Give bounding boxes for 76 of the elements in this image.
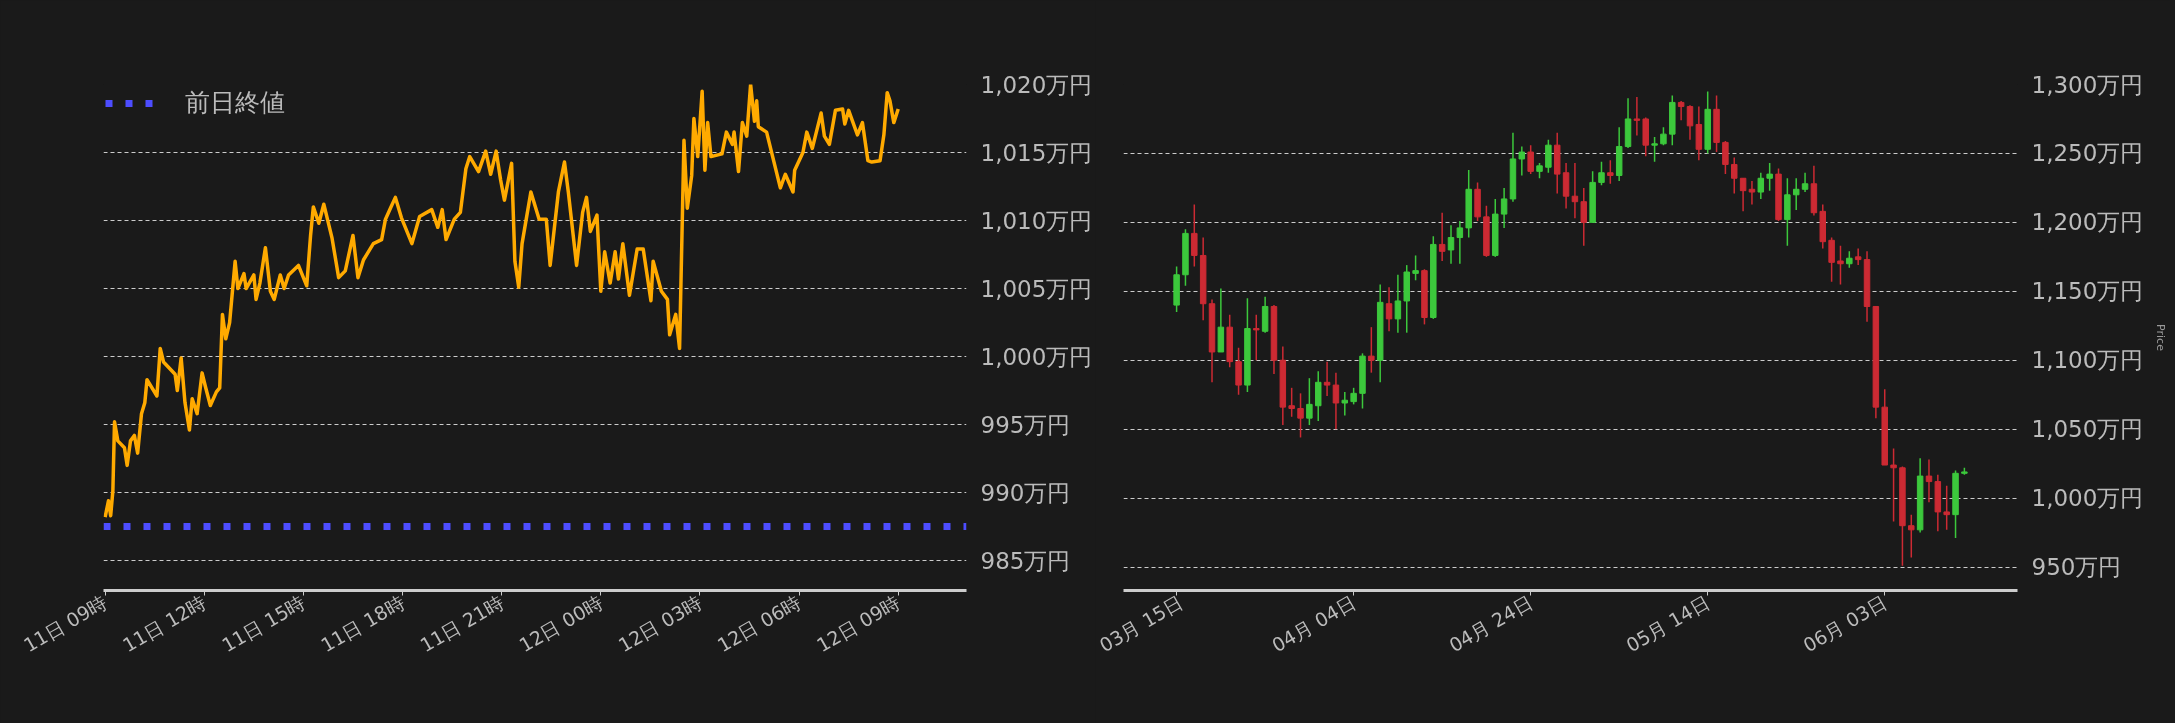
x-tick-label: 12日 09時 [812, 590, 904, 657]
candlestick [1722, 140, 1729, 175]
candlestick [1323, 360, 1331, 397]
candlestick [1412, 254, 1419, 282]
candlestick [1456, 220, 1464, 265]
candlestick [1385, 286, 1393, 333]
candlestick [1191, 203, 1198, 268]
candlestick [1288, 387, 1295, 418]
x-tick-label: 06月 03日 [1799, 590, 1891, 657]
y-tick-label: 985万円 [980, 547, 1071, 574]
candlestick [1748, 180, 1756, 206]
y-tick-label: 1,300万円 [2031, 71, 2144, 98]
candlestick [1341, 391, 1349, 417]
candlestick [1651, 136, 1658, 163]
candlestick [1518, 145, 1526, 177]
x-tick-label: 12日 06時 [713, 590, 805, 657]
candlestick [1447, 224, 1455, 265]
candlestick [1306, 377, 1313, 426]
x-tick-label: 03月 15日 [1095, 590, 1187, 657]
y-tick-label: 990万円 [980, 479, 1071, 506]
y-tick-label: 1,050万円 [2031, 416, 2144, 443]
candlestick [1500, 187, 1508, 229]
y-tick-label: 1,150万円 [2031, 278, 2144, 305]
x-tick-label: 11日 15時 [217, 590, 309, 657]
x-tick-label: 11日 09時 [19, 590, 111, 657]
y-tick-label: 995万円 [980, 411, 1071, 438]
x-tick-label: 04月 24日 [1445, 590, 1537, 657]
y-tick-label: 1,020万円 [980, 71, 1093, 98]
candlestick [1527, 144, 1534, 175]
y-tick-label: 1,250万円 [2031, 140, 2144, 167]
x-tick-label: 12日 00時 [515, 590, 607, 657]
candlestick [1253, 314, 1260, 361]
y-tick-label: 1,010万円 [980, 207, 1093, 234]
candlestick [1332, 371, 1340, 430]
candlestick [1943, 484, 1950, 531]
candlestick [1757, 171, 1765, 200]
candlestick [1394, 274, 1402, 334]
y-tick-label: 1,000万円 [980, 343, 1093, 370]
candlestick [1562, 162, 1570, 210]
x-tick-label: 11日 12時 [118, 590, 210, 657]
candlestick [1739, 177, 1747, 213]
candlestick [1731, 156, 1738, 195]
candlestick [1235, 347, 1242, 396]
candlestick [1545, 138, 1552, 174]
candlestick [1686, 104, 1694, 141]
x-tick-label: 11日 18時 [317, 590, 409, 657]
y-tick-label: 1,005万円 [980, 275, 1093, 302]
candlestick [1801, 171, 1809, 193]
x-tick-label: 05月 14日 [1622, 590, 1714, 657]
candlestick [1607, 159, 1614, 185]
candlestick [1792, 177, 1800, 211]
candlestick [1677, 100, 1685, 122]
y-tick-label: 950万円 [2031, 554, 2122, 581]
candlestick [1854, 247, 1862, 266]
candlestick [1297, 392, 1304, 439]
candlestick [1890, 447, 1897, 523]
y-axis-title: Price [2154, 324, 2168, 352]
legend-label: 前日終値 [185, 87, 285, 119]
candlestick [1633, 96, 1641, 137]
x-tick-label: 04月 04日 [1268, 590, 1360, 657]
y-tick-label: 1,015万円 [980, 139, 1093, 166]
candlestick [1314, 370, 1322, 422]
candlestick [1598, 160, 1605, 186]
candlestick [1580, 187, 1588, 247]
y-tick-label: 1,200万円 [2031, 209, 2144, 236]
x-tick-label: 12日 03時 [614, 590, 706, 657]
candlestick [1766, 162, 1773, 192]
x-tick-label: 11日 21時 [416, 590, 508, 657]
candlestick [1925, 458, 1933, 504]
y-tick-label: 1,000万円 [2031, 485, 2144, 512]
candlestick [1908, 513, 1915, 559]
y-tick-label: 1,100万円 [2031, 347, 2144, 374]
candlestick [1828, 236, 1835, 283]
candlestick [1837, 245, 1844, 286]
candlestick [1368, 326, 1375, 374]
candlestick [1438, 211, 1446, 262]
